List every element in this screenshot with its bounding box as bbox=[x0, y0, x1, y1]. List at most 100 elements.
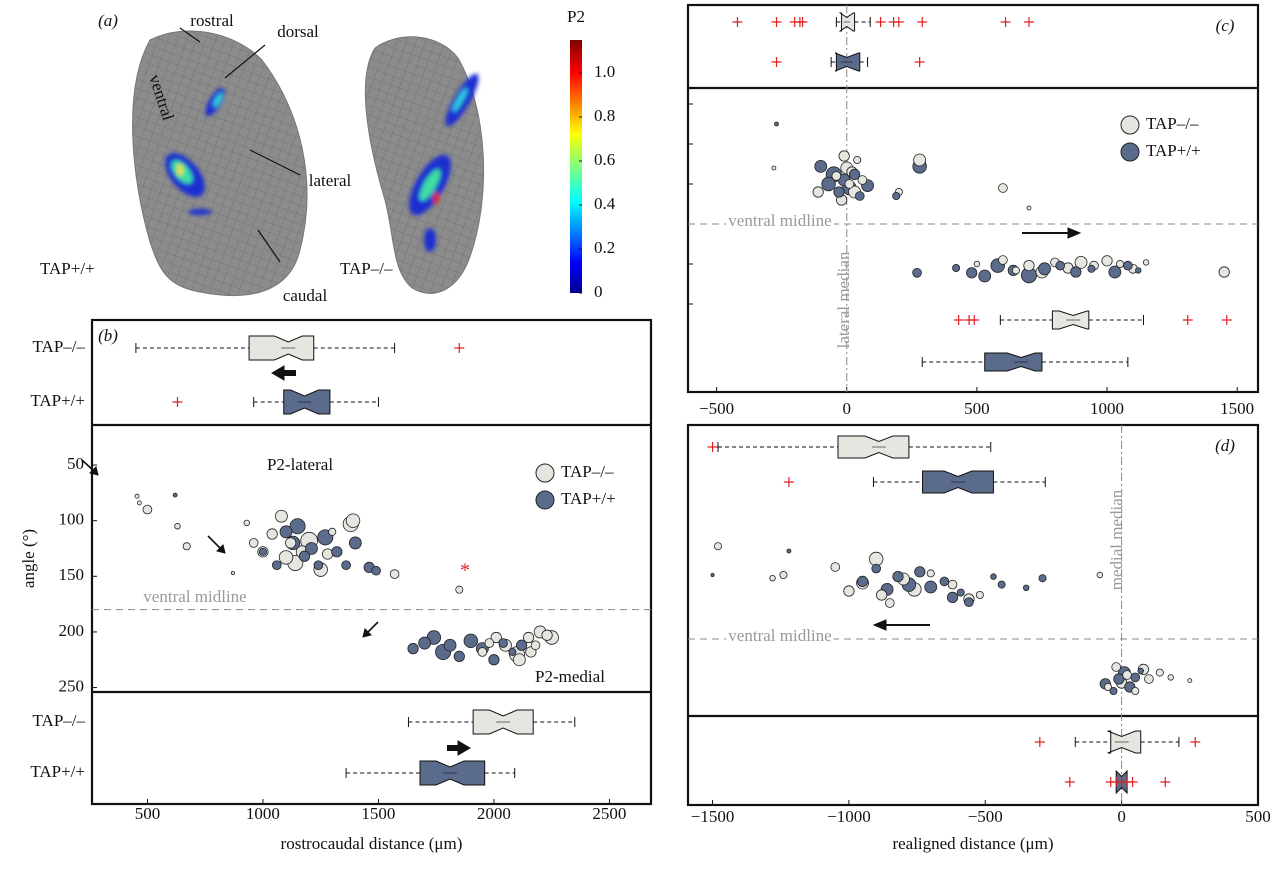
outlier bbox=[1035, 737, 1045, 747]
annotation: medial median bbox=[1107, 489, 1126, 590]
y-tick-label: 250 bbox=[59, 676, 85, 695]
point bbox=[280, 526, 292, 538]
point bbox=[372, 566, 381, 575]
legend-marker bbox=[536, 464, 554, 482]
point bbox=[531, 641, 540, 650]
point bbox=[175, 523, 181, 529]
point bbox=[456, 586, 463, 593]
point bbox=[1219, 267, 1229, 277]
point bbox=[1102, 256, 1112, 266]
point bbox=[1116, 260, 1123, 267]
annotation: P2-lateral bbox=[267, 455, 333, 474]
point bbox=[772, 166, 776, 170]
colorbar-title: P2 bbox=[567, 7, 585, 26]
y-tick-label: 150 bbox=[59, 565, 85, 584]
box-label: TAP–/– bbox=[33, 337, 86, 356]
x-tick-label: 2000 bbox=[477, 804, 511, 823]
panel-label: (a) bbox=[98, 11, 118, 30]
point bbox=[913, 268, 922, 277]
x-tick-label: 2500 bbox=[592, 804, 626, 823]
point bbox=[1027, 206, 1031, 210]
point bbox=[1024, 260, 1034, 270]
legend-marker bbox=[536, 491, 554, 509]
point bbox=[489, 655, 499, 665]
point bbox=[991, 574, 997, 580]
point bbox=[948, 580, 957, 589]
outlier bbox=[876, 17, 886, 27]
box bbox=[985, 353, 1042, 371]
point bbox=[966, 268, 976, 278]
annotation: caudal bbox=[283, 286, 328, 305]
outlier bbox=[954, 315, 964, 325]
point bbox=[1123, 671, 1132, 680]
point bbox=[390, 570, 399, 579]
point bbox=[1156, 669, 1163, 676]
point bbox=[940, 577, 949, 586]
point bbox=[787, 549, 791, 553]
point bbox=[135, 494, 139, 498]
point bbox=[813, 187, 823, 197]
x-tick-label: −500 bbox=[968, 807, 1003, 826]
point bbox=[1056, 261, 1065, 270]
outlier bbox=[915, 57, 925, 67]
point bbox=[454, 651, 464, 661]
point bbox=[780, 571, 787, 578]
outlier bbox=[1065, 777, 1075, 787]
panel-label: (c) bbox=[1216, 16, 1235, 35]
point bbox=[831, 563, 840, 572]
point bbox=[1138, 668, 1144, 674]
point bbox=[299, 551, 309, 561]
annotation: lateral median bbox=[834, 251, 853, 348]
box-label: TAP+/+ bbox=[30, 391, 85, 410]
point bbox=[244, 520, 250, 526]
point bbox=[349, 537, 361, 549]
colorbar-tick-label: 1.0 bbox=[594, 62, 615, 81]
point bbox=[1112, 663, 1121, 672]
point bbox=[832, 172, 841, 181]
x-tick-label: 0 bbox=[843, 399, 852, 418]
y-axis-label: angle (°) bbox=[19, 529, 38, 588]
panel-label: (d) bbox=[1215, 436, 1235, 455]
point bbox=[1131, 673, 1140, 682]
point bbox=[259, 548, 266, 555]
point bbox=[957, 589, 964, 596]
legend-label: TAP+/+ bbox=[561, 489, 616, 508]
x-tick-label: 500 bbox=[1245, 807, 1271, 826]
outlier bbox=[1160, 777, 1170, 787]
point bbox=[444, 639, 456, 651]
point bbox=[279, 551, 293, 565]
point bbox=[1145, 675, 1154, 684]
annotation: ventral midline bbox=[143, 587, 246, 606]
point bbox=[1135, 268, 1141, 274]
outlier bbox=[1001, 17, 1011, 27]
x-tick-label: 1000 bbox=[1090, 399, 1124, 418]
point bbox=[999, 256, 1008, 265]
point bbox=[999, 184, 1008, 193]
point bbox=[947, 592, 957, 602]
box-label: TAP+/+ bbox=[30, 762, 85, 781]
outlier bbox=[1222, 315, 1232, 325]
point bbox=[711, 573, 714, 576]
outlier bbox=[1128, 777, 1138, 787]
figure: P2(a)00.20.40.60.81.0rostraldorsalventra… bbox=[0, 0, 1287, 870]
legend-marker bbox=[1121, 116, 1139, 134]
point bbox=[914, 154, 926, 166]
x-tick-label: −1500 bbox=[691, 807, 735, 826]
annotation: TAP+/+ bbox=[40, 259, 95, 278]
point bbox=[509, 648, 516, 655]
point bbox=[408, 643, 418, 653]
point bbox=[854, 156, 861, 163]
point bbox=[173, 493, 177, 497]
outlier bbox=[454, 343, 464, 353]
outlier bbox=[894, 17, 904, 27]
point bbox=[872, 564, 881, 573]
point bbox=[979, 270, 991, 282]
x-axis-label: realigned distance (μm) bbox=[892, 834, 1053, 853]
point bbox=[285, 538, 295, 548]
outlier bbox=[708, 442, 718, 452]
point bbox=[1188, 679, 1192, 683]
x-tick-label: −500 bbox=[699, 399, 734, 418]
annotation: ventral midline bbox=[728, 626, 831, 645]
legend-label: TAP–/– bbox=[1146, 114, 1199, 133]
point bbox=[1132, 687, 1139, 694]
